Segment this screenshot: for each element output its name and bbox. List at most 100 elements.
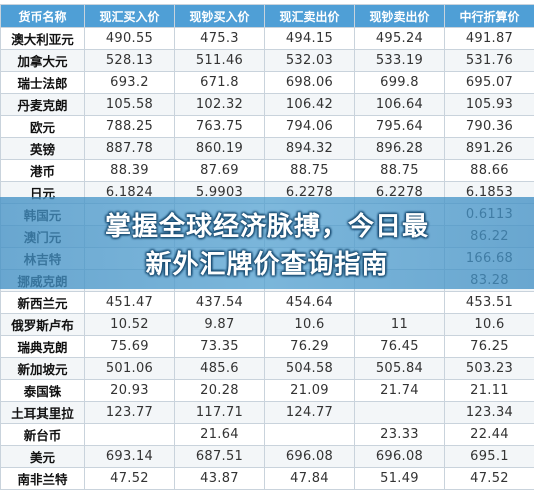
table-row: 美元 693.14 687.51 696.08 696.08 695.1 (0, 445, 534, 468)
boc-rate-cell: 88.66 (444, 159, 534, 182)
cash-sell-cell: 11 (354, 313, 445, 336)
spot-sell-cell: 124.77 (264, 401, 355, 424)
spot-buy-cell: 490.55 (84, 27, 175, 50)
table-row: 新台币 21.64 23.33 22.44 (0, 423, 534, 446)
header-spot-buy: 现汇买入价 (84, 4, 175, 28)
cash-buy-cell: 117.71 (174, 401, 265, 424)
currency-name-cell: 南非兰特 (0, 467, 85, 490)
spot-buy-cell: 75.69 (84, 335, 175, 358)
cash-buy-cell: 87.69 (174, 159, 265, 182)
headline-line-2: 新外汇牌价查询指南 (145, 250, 389, 280)
spot-sell-cell: 794.06 (264, 115, 355, 138)
currency-name-cell: 澳大利亚元 (0, 27, 85, 50)
currency-name-cell: 新加坡元 (0, 357, 85, 380)
spot-buy-cell: 47.52 (84, 467, 175, 490)
boc-rate-cell: 790.36 (444, 115, 534, 138)
spot-sell-cell: 10.6 (264, 313, 355, 336)
header-cash-sell: 现钞卖出价 (354, 4, 445, 28)
header-cash-buy: 现钞买入价 (174, 4, 265, 28)
table-row: 瑞士法郎 693.2 671.8 698.06 699.8 695.07 (0, 71, 534, 94)
boc-rate-cell: 10.6 (444, 313, 534, 336)
cash-buy-cell: 687.51 (174, 445, 265, 468)
cash-sell-cell: 505.84 (354, 357, 445, 380)
cash-sell-cell (354, 291, 445, 314)
headline-banner (0, 197, 534, 289)
spot-buy-cell: 105.58 (84, 93, 175, 116)
spot-buy-cell: 451.47 (84, 291, 175, 314)
currency-name-cell: 新台币 (0, 423, 85, 446)
cash-sell-cell: 696.08 (354, 445, 445, 468)
spot-sell-cell: 454.64 (264, 291, 355, 314)
spot-sell-cell: 21.09 (264, 379, 355, 402)
table-row: 港币 88.39 87.69 88.75 88.75 88.66 (0, 159, 534, 182)
spot-buy-cell: 693.2 (84, 71, 175, 94)
spot-buy-cell: 20.93 (84, 379, 175, 402)
cash-sell-cell: 23.33 (354, 423, 445, 446)
cash-buy-cell: 437.54 (174, 291, 265, 314)
spot-sell-cell: 106.42 (264, 93, 355, 116)
table-row: 瑞典克朗 75.69 73.35 76.29 76.45 76.25 (0, 335, 534, 358)
currency-name-cell: 英镑 (0, 137, 85, 160)
spot-sell-cell: 88.75 (264, 159, 355, 182)
table-row: 土耳其里拉 123.77 117.71 124.77 123.34 (0, 401, 534, 424)
cash-sell-cell: 896.28 (354, 137, 445, 160)
spot-buy-cell: 123.77 (84, 401, 175, 424)
table-row: 丹麦克朗 105.58 102.32 106.42 106.64 105.93 (0, 93, 534, 116)
spot-buy-cell: 10.52 (84, 313, 175, 336)
currency-name-cell: 土耳其里拉 (0, 401, 85, 424)
spot-sell-cell: 532.03 (264, 49, 355, 72)
cash-buy-cell: 511.46 (174, 49, 265, 72)
spot-buy-cell: 88.39 (84, 159, 175, 182)
currency-name-cell: 加拿大元 (0, 49, 85, 72)
boc-rate-cell: 531.76 (444, 49, 534, 72)
cash-sell-cell: 76.45 (354, 335, 445, 358)
boc-rate-cell: 76.25 (444, 335, 534, 358)
spot-sell-cell: 696.08 (264, 445, 355, 468)
table-row: 新西兰元 451.47 437.54 454.64 453.51 (0, 291, 534, 314)
cash-buy-cell: 860.19 (174, 137, 265, 160)
boc-rate-cell: 695.1 (444, 445, 534, 468)
cash-sell-cell: 106.64 (354, 93, 445, 116)
boc-rate-cell: 22.44 (444, 423, 534, 446)
spot-buy-cell: 887.78 (84, 137, 175, 160)
boc-rate-cell: 105.93 (444, 93, 534, 116)
table-row: 澳大利亚元 490.55 475.3 494.15 495.24 491.87 (0, 27, 534, 50)
cash-buy-cell: 102.32 (174, 93, 265, 116)
boc-rate-cell: 503.23 (444, 357, 534, 380)
spot-sell-cell (264, 423, 355, 446)
currency-name-cell: 欧元 (0, 115, 85, 138)
currency-name-cell: 瑞士法郎 (0, 71, 85, 94)
cash-buy-cell: 9.87 (174, 313, 265, 336)
spot-buy-cell: 693.14 (84, 445, 175, 468)
table-row: 泰国铢 20.93 20.28 21.09 21.74 21.11 (0, 379, 534, 402)
boc-rate-cell: 47.52 (444, 467, 534, 490)
table-row: 新加坡元 501.06 485.6 504.58 505.84 503.23 (0, 357, 534, 380)
cash-buy-cell: 763.75 (174, 115, 265, 138)
boc-rate-cell: 891.26 (444, 137, 534, 160)
currency-name-cell: 丹麦克朗 (0, 93, 85, 116)
cash-sell-cell: 699.8 (354, 71, 445, 94)
currency-name-cell: 港币 (0, 159, 85, 182)
cash-buy-cell: 21.64 (174, 423, 265, 446)
cash-buy-cell: 43.87 (174, 467, 265, 490)
boc-rate-cell: 453.51 (444, 291, 534, 314)
spot-sell-cell: 698.06 (264, 71, 355, 94)
currency-name-cell: 俄罗斯卢布 (0, 313, 85, 336)
table-header-row: 货币名称 现汇买入价 现钞买入价 现汇卖出价 现钞卖出价 中行折算价 (0, 4, 534, 28)
headline-line-1: 掌握全球经济脉搏，今日最 (104, 212, 429, 242)
table-row: 英镑 887.78 860.19 894.32 896.28 891.26 (0, 137, 534, 160)
spot-buy-cell: 788.25 (84, 115, 175, 138)
boc-rate-cell: 491.87 (444, 27, 534, 50)
table-row: 加拿大元 528.13 511.46 532.03 533.19 531.76 (0, 49, 534, 72)
cash-sell-cell: 495.24 (354, 27, 445, 50)
currency-name-cell: 新西兰元 (0, 291, 85, 314)
table-row: 俄罗斯卢布 10.52 9.87 10.6 11 10.6 (0, 313, 534, 336)
currency-name-cell: 泰国铢 (0, 379, 85, 402)
cash-sell-cell: 795.64 (354, 115, 445, 138)
spot-sell-cell: 76.29 (264, 335, 355, 358)
spot-buy-cell (84, 423, 175, 446)
spot-buy-cell: 528.13 (84, 49, 175, 72)
currency-name-cell: 瑞典克朗 (0, 335, 85, 358)
currency-name-cell: 美元 (0, 445, 85, 468)
